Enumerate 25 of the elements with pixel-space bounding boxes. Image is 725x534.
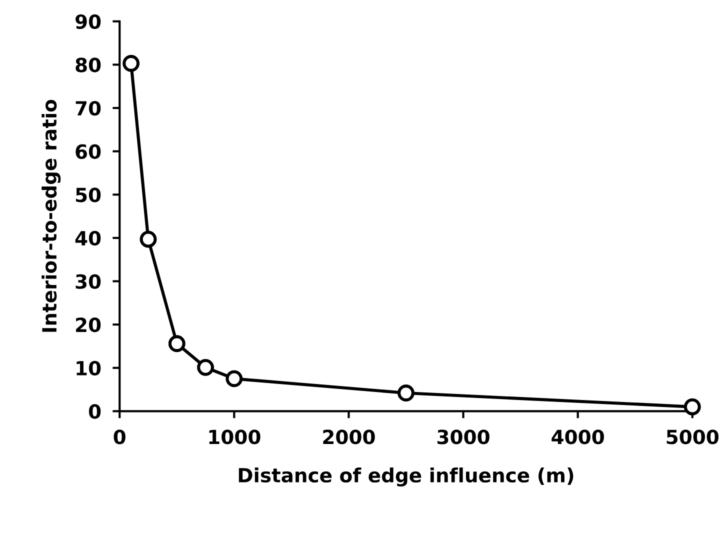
x-tick-label: 5000 [666,430,719,444]
y-tick-label: 30 [76,274,101,289]
point [168,335,186,352]
y-tick-label: 20 [76,318,101,332]
y-tick-label: 70 [76,100,101,116]
point [226,370,243,388]
x-tick-label: 1000 [209,430,260,444]
y-tick-label: 10 [76,360,101,376]
point [684,398,701,416]
x-tick-label: 4000 [552,430,604,444]
x-axis-title: Distance of edge influence (m) [238,468,574,486]
y-axis-title: Interior-to-edge ratio [42,100,61,332]
y-tick-label: 50 [76,188,101,202]
y-tick-label: 40 [75,230,101,246]
x-tick-label: 2000 [323,430,375,444]
x-tick-label: 3000 [438,430,490,444]
y-tick-label: 90 [76,14,101,30]
point [197,358,214,376]
point [122,54,140,72]
point [140,230,157,248]
x-tick-label: 0 [114,430,126,444]
y-tick-label: 80 [76,58,101,72]
y-tick-label: 60 [76,144,101,159]
y-tick-label: 0 [88,404,101,419]
point [398,384,414,402]
